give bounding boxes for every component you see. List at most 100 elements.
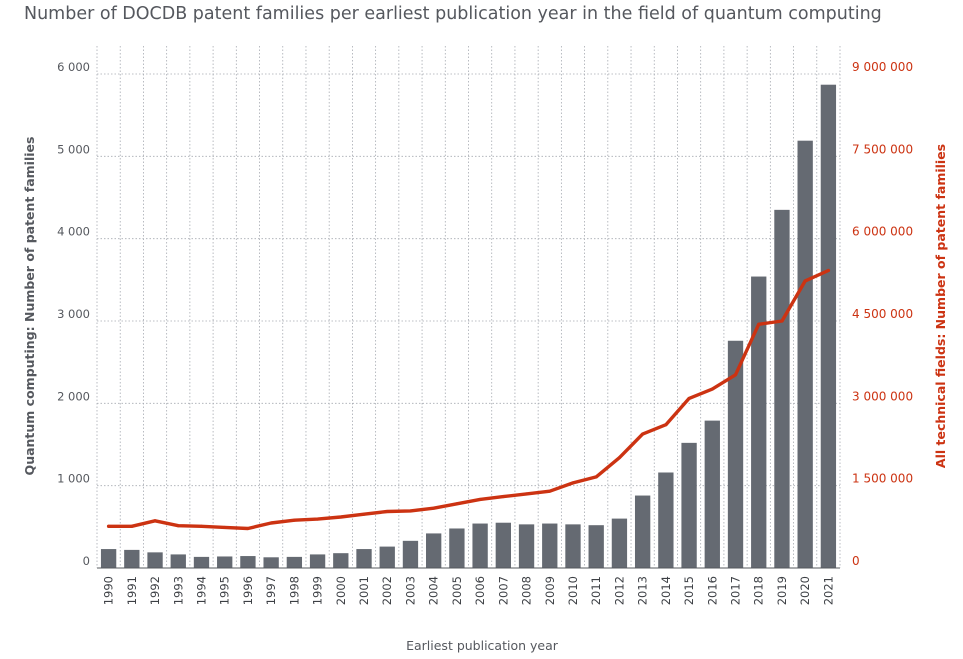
bar-2008 xyxy=(518,524,535,568)
bar-2002 xyxy=(379,546,395,568)
x-tick-label: 1993 xyxy=(171,576,185,605)
x-tick-label: 2006 xyxy=(473,576,487,605)
line-point-2009 xyxy=(548,489,552,493)
x-tick-label: 2009 xyxy=(543,576,557,605)
y-axis-label-left: Quantum computing: Number of patent fami… xyxy=(22,137,37,476)
bar-2004 xyxy=(426,533,442,568)
x-tick-label: 2003 xyxy=(404,576,418,605)
bar-1998 xyxy=(286,556,303,568)
x-tick-label: 2004 xyxy=(427,576,441,605)
line-point-1996 xyxy=(246,526,250,530)
x-tick-label: 2017 xyxy=(729,576,743,605)
x-tick-label: 1995 xyxy=(218,576,232,605)
y-tick-right: 7 500 000 xyxy=(852,142,913,156)
line-point-2001 xyxy=(362,512,366,516)
bar-1996 xyxy=(240,556,256,568)
line-all-technical-fields xyxy=(106,268,831,531)
line-point-2015 xyxy=(687,396,691,400)
y-axis-label-right: All technical fields: Number of patent f… xyxy=(933,144,948,468)
line-point-2005 xyxy=(455,502,459,506)
x-tick-label: 1998 xyxy=(287,576,301,605)
x-tick-label: 2011 xyxy=(589,576,603,605)
x-tick-label: 2013 xyxy=(636,576,650,605)
bar-2005 xyxy=(449,528,465,568)
line-point-1994 xyxy=(199,524,203,528)
x-tick-label: 2015 xyxy=(682,576,696,605)
x-tick-label: 2021 xyxy=(821,576,835,605)
bar-1997 xyxy=(263,557,279,568)
line-point-1995 xyxy=(223,525,227,529)
bar-2021 xyxy=(820,84,837,568)
y-tick-left: 0 xyxy=(83,554,90,568)
line-point-2017 xyxy=(734,373,738,377)
bar-2007 xyxy=(495,522,511,568)
y-tick-right: 0 xyxy=(852,554,860,568)
bar-1992 xyxy=(147,552,163,568)
x-tick-label: 1991 xyxy=(125,576,139,605)
line-point-2018 xyxy=(757,322,761,326)
bar-2010 xyxy=(565,524,581,568)
line-point-2007 xyxy=(501,495,505,499)
y-tick-right: 3 000 000 xyxy=(852,389,913,403)
x-tick-label: 1992 xyxy=(148,576,162,605)
x-tick-label: 2000 xyxy=(334,576,348,605)
y-tick-right: 1 500 000 xyxy=(852,472,913,486)
bar-2012 xyxy=(611,518,628,568)
line-point-1993 xyxy=(176,524,180,528)
bar-2011 xyxy=(588,525,604,568)
line-point-1991 xyxy=(130,524,134,528)
line-point-2011 xyxy=(594,475,598,479)
y-tick-left: 5 000 xyxy=(57,142,90,156)
line-point-2008 xyxy=(525,492,529,496)
bar-2003 xyxy=(402,540,419,568)
x-tick-label: 2018 xyxy=(752,576,766,605)
y-tick-right: 4 500 000 xyxy=(852,307,913,321)
y-tick-left: 1 000 xyxy=(57,472,90,486)
bar-1993 xyxy=(170,554,186,568)
line-point-2021 xyxy=(826,269,830,273)
bar-1991 xyxy=(124,549,140,568)
line-point-1990 xyxy=(107,524,111,528)
line-point-1997 xyxy=(269,521,273,525)
y-tick-left: 3 000 xyxy=(57,307,90,321)
bar-1990 xyxy=(100,549,117,568)
axes: 0 1 000 2 000 3 000 4 000 5 000 6 000 0 1 500 00… xyxy=(57,60,913,605)
line-point-2019 xyxy=(780,319,784,323)
bar-1995 xyxy=(217,556,233,568)
line-point-2004 xyxy=(432,506,436,510)
y-tick-left: 4 000 xyxy=(57,225,90,239)
bar-2018 xyxy=(751,276,767,568)
bar-2006 xyxy=(472,523,488,568)
bar-series xyxy=(100,84,837,568)
line-point-1998 xyxy=(292,518,296,522)
line-point-2013 xyxy=(641,432,645,436)
line-point-2002 xyxy=(385,509,389,513)
bar-2000 xyxy=(333,553,349,568)
bar-2013 xyxy=(634,495,651,568)
line-series xyxy=(106,268,831,531)
x-tick-label: 2010 xyxy=(566,576,580,605)
x-tick-label: 2002 xyxy=(380,576,394,605)
x-tick-label: 2020 xyxy=(798,576,812,605)
x-tick-label: 1999 xyxy=(311,576,325,605)
x-tick-label: 1996 xyxy=(241,576,255,605)
x-tick-label: 1997 xyxy=(264,576,278,605)
bar-1994 xyxy=(193,556,210,568)
bar-2019 xyxy=(774,209,790,568)
chart-title: Number of DOCDB patent families per earl… xyxy=(24,4,882,24)
bar-2016 xyxy=(704,420,720,568)
x-tick-label: 2005 xyxy=(450,576,464,605)
x-tick-label: 2016 xyxy=(705,576,719,605)
x-tick-label: 2012 xyxy=(612,576,626,605)
y-tick-left: 2 000 xyxy=(57,389,90,403)
y-tick-right: 6 000 000 xyxy=(852,225,913,239)
bar-2015 xyxy=(681,442,697,568)
bar-2017 xyxy=(727,340,744,568)
line-point-2020 xyxy=(803,279,807,283)
line-point-2012 xyxy=(617,456,621,460)
bar-2001 xyxy=(356,549,372,568)
line-point-2016 xyxy=(710,387,714,391)
bar-1999 xyxy=(309,554,326,568)
x-tick-label: 2001 xyxy=(357,576,371,605)
